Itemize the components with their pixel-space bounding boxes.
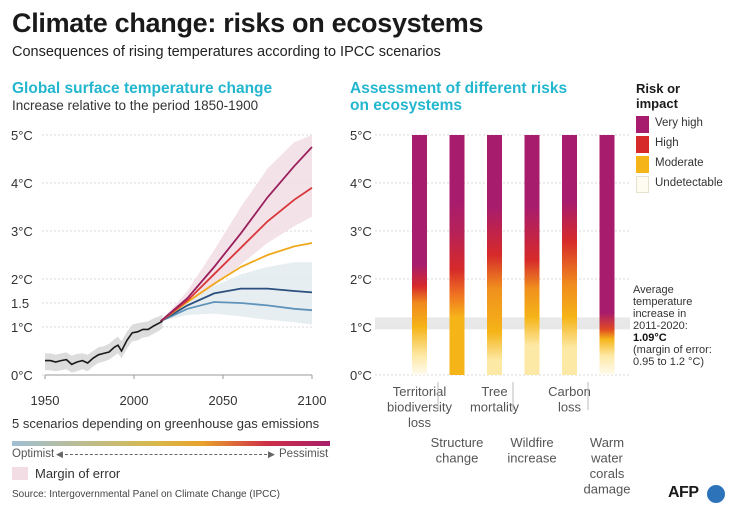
arrow-right-icon: ▶ [268, 449, 275, 459]
annotation-line: temperature [633, 296, 693, 308]
margin-of-error-band [160, 262, 312, 325]
scenario-line [160, 301, 313, 323]
risk-bar [524, 135, 540, 375]
risk-category-label: mortality [470, 400, 520, 415]
y-tick-label: 1°C [11, 320, 33, 335]
risk-category-label: Warm [590, 435, 624, 450]
afp-logo-text: AFP [668, 484, 699, 501]
risk-category-label: Tree [481, 384, 507, 399]
risk-bar [599, 135, 615, 375]
right-panel-title-line1: Assessment of different risks [350, 80, 568, 97]
arrow-left-icon: ◀ [56, 449, 63, 459]
risk-bar [412, 135, 427, 375]
annotation-line: Average [633, 284, 674, 296]
scenario-line [160, 187, 313, 322]
x-tick-label: 2000 [120, 393, 149, 408]
risk-bar [449, 135, 465, 375]
x-tick-label: 2050 [209, 393, 238, 408]
scenario-line [160, 242, 313, 322]
historical-line [45, 320, 163, 366]
left-panel-title: Global surface temperature change [12, 80, 273, 97]
risk-category-label: Wildfire [510, 435, 553, 450]
afp-logo-dot-icon [707, 485, 725, 503]
y-tick-label: 4°C [350, 176, 372, 191]
y-tick-label: 0°C [350, 368, 372, 383]
legend-swatch [636, 156, 649, 173]
risk-bar [487, 135, 502, 375]
risk-bar [562, 135, 577, 375]
risk-category-label: loss [408, 415, 432, 430]
margin-of-error-label: Margin of error [35, 466, 121, 481]
pessimist-label: Pessimist [279, 448, 329, 460]
y-tick-label: 4°C [11, 176, 33, 191]
risk-category-label: Structure [431, 435, 484, 450]
legend-swatch [636, 116, 649, 133]
risk-category-label: change [436, 451, 479, 466]
y-tick-label: 1.5 [11, 296, 29, 311]
legend-title-line2: impact [636, 96, 678, 111]
margin-of-error-swatch [12, 467, 28, 480]
scenario-line [160, 287, 313, 322]
legend-label: Very high [655, 117, 703, 129]
optimist-pessimist-arrow [60, 454, 272, 456]
legend-label: High [655, 137, 679, 149]
margin-of-error-band [160, 135, 312, 322]
risk-category-label: increase [507, 451, 556, 466]
risk-category-label: water [590, 451, 623, 466]
annotation-line: 0.95 to 1.2 °C) [633, 356, 705, 368]
x-tick-label: 1950 [31, 393, 60, 408]
risk-category-label: Carbon [548, 384, 591, 399]
annotation-line: increase in [633, 308, 687, 320]
scenario-line [160, 146, 313, 322]
optimist-label: Optimist [12, 448, 55, 460]
y-tick-label: 5°C [11, 128, 33, 143]
y-tick-label: 0°C [11, 368, 33, 383]
legend-item-very-high: Very high [636, 116, 736, 134]
left-panel-subtitle: Increase relative to the period 1850-190… [12, 98, 259, 113]
risk-category-label: loss [558, 400, 582, 415]
page-title: Climate change: risks on ecosystems [12, 8, 484, 38]
scenarios-label: 5 scenarios depending on greenhouse gas … [12, 416, 320, 431]
risk-category-label: biodiversity [387, 400, 453, 415]
risk-category-label: Territorial [393, 384, 447, 399]
risk-bar-chart: 0°C 1°C 2°C 3°C 4°C 5°C Territorialbiodiversit… [350, 128, 630, 497]
risk-category-label: corals [590, 466, 625, 481]
annotation-value: 1.09°C [633, 332, 667, 344]
legend-swatch [636, 136, 649, 153]
risk-category-label: damage [584, 482, 630, 497]
right-panel-title-line2: on ecosystems [350, 97, 462, 114]
y-tick-label: 1°C [350, 320, 372, 335]
legend-title-line1: Risk or [636, 81, 681, 96]
legend-item-high: High [636, 136, 736, 154]
legend-label: Undetectable [655, 177, 723, 189]
y-tick-label: 2°C [350, 272, 372, 287]
page-subtitle: Consequences of rising temperatures acco… [12, 44, 441, 60]
historical-error-band [45, 314, 163, 373]
annotation-line: (margin of error: [633, 344, 712, 356]
legend-item-moderate: Moderate [636, 156, 736, 174]
legend-swatch [636, 176, 649, 193]
scenario-gradient-bar [12, 441, 330, 446]
temperature-line-chart: 0°C 1°C 1.5 2°C 3°C 4°C 5°C 1950 2000 2050 2100 [11, 128, 327, 408]
annotation-line: 2011-2020: [633, 320, 688, 332]
y-tick-label: 3°C [350, 224, 372, 239]
y-tick-label: 5°C [350, 128, 372, 143]
y-tick-label: 3°C [11, 224, 33, 239]
y-tick-label: 2°C [11, 272, 33, 287]
legend-item-undetectable: Undetectable [636, 176, 736, 194]
source-note: Source: Intergovernmental Panel on Clima… [12, 489, 280, 500]
x-tick-label: 2100 [298, 393, 327, 408]
legend-label: Moderate [655, 157, 704, 169]
